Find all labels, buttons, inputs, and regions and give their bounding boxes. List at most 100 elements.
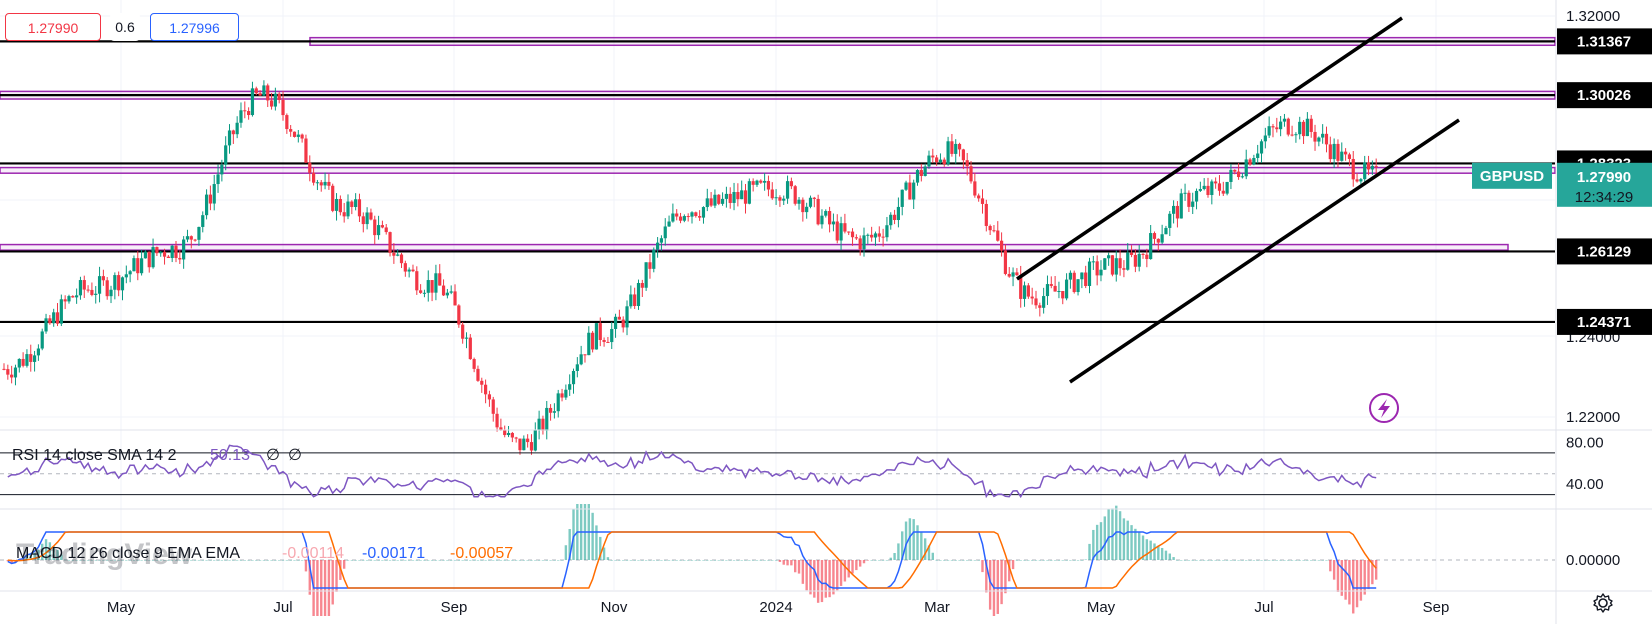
candle-body bbox=[273, 93, 277, 107]
candle-body bbox=[457, 305, 461, 325]
macd-hist-bar bbox=[1248, 560, 1252, 561]
macd-hist-bar bbox=[522, 560, 526, 561]
macd-hist-bar bbox=[484, 560, 487, 561]
candle-body bbox=[812, 197, 816, 199]
macd-hist-bar bbox=[1138, 532, 1141, 560]
candle-body bbox=[411, 269, 415, 272]
candle-body bbox=[575, 364, 579, 371]
candle-body bbox=[770, 189, 774, 199]
candle-body bbox=[656, 242, 660, 250]
candle-body bbox=[709, 198, 713, 206]
candle-body bbox=[763, 180, 767, 183]
candle-body bbox=[690, 212, 694, 217]
macd-hist-bar bbox=[262, 560, 266, 561]
macd-hist-bar bbox=[377, 560, 380, 561]
time-tick-label: May bbox=[107, 599, 136, 616]
candle-body bbox=[143, 251, 148, 259]
candle-body bbox=[892, 214, 897, 221]
macd-hist-bar bbox=[866, 560, 870, 561]
macd-hist-bar bbox=[954, 560, 957, 561]
candle-body bbox=[988, 225, 992, 231]
candle-body bbox=[1282, 118, 1287, 122]
candle-body bbox=[1214, 181, 1218, 184]
macd-hist-bar bbox=[193, 560, 197, 561]
ask-price-box[interactable]: 1.27996 bbox=[150, 13, 239, 41]
macd-hist-bar bbox=[652, 560, 655, 561]
macd-hist-bar bbox=[251, 560, 254, 561]
macd-hist-bar bbox=[86, 560, 90, 561]
macd-hist-bar bbox=[1206, 560, 1210, 561]
macd-hist-bar bbox=[1111, 508, 1114, 560]
macd-hist-bar bbox=[41, 543, 44, 560]
candle-body bbox=[461, 324, 465, 339]
candle-body bbox=[1057, 291, 1061, 293]
macd-hist-bar bbox=[1260, 560, 1263, 561]
macd-hist-bar bbox=[797, 560, 801, 574]
macd-hist-bar bbox=[751, 560, 755, 561]
level-tag-label: 1.26129 bbox=[1577, 243, 1631, 260]
candle-body bbox=[980, 198, 985, 204]
macd-hist-bar bbox=[492, 560, 495, 561]
candle-body bbox=[162, 251, 167, 257]
macd-hist-bar bbox=[927, 545, 931, 560]
candle-body bbox=[919, 170, 923, 176]
macd-hist-bar bbox=[1279, 560, 1282, 561]
macd-hist-bar bbox=[209, 560, 212, 561]
candle-body bbox=[621, 319, 625, 328]
candle-body bbox=[140, 258, 144, 274]
time-tick-label: Jul bbox=[273, 599, 292, 616]
macd-hist-bar bbox=[52, 546, 55, 560]
bid-price-box[interactable]: 1.27990 bbox=[5, 13, 101, 41]
macd-hist-bar bbox=[289, 560, 292, 561]
candle-body bbox=[1107, 255, 1111, 259]
candle-body bbox=[438, 273, 442, 286]
candle-body bbox=[1129, 252, 1134, 255]
macd-hist-bar bbox=[1061, 560, 1064, 561]
candle-body bbox=[568, 384, 572, 390]
macd-hist-bar bbox=[958, 560, 961, 561]
candle-body bbox=[445, 292, 449, 296]
macd-hist-bar bbox=[255, 560, 258, 561]
candle-body bbox=[1095, 261, 1099, 276]
candle-body bbox=[132, 258, 136, 272]
macd-hist-bar bbox=[656, 560, 659, 561]
candle-body bbox=[965, 160, 969, 167]
candle-body bbox=[617, 316, 621, 320]
candle-body bbox=[1225, 181, 1229, 194]
macd-hist-bar bbox=[109, 560, 113, 561]
candle-body bbox=[254, 88, 258, 94]
candle-body bbox=[598, 323, 602, 340]
macd-hist-bar bbox=[10, 560, 13, 563]
macd-hist-bar bbox=[790, 560, 793, 566]
candle-body bbox=[824, 211, 828, 216]
candle-body bbox=[759, 180, 763, 183]
macd-hist-bar bbox=[1141, 535, 1145, 560]
macd-hist-bar bbox=[350, 560, 354, 561]
candle-body bbox=[1294, 134, 1298, 136]
candle-body bbox=[1118, 258, 1122, 269]
candle-body bbox=[44, 318, 48, 332]
candle-body bbox=[1072, 272, 1076, 293]
horizontal-levels bbox=[0, 40, 1555, 324]
trend-channel[interactable] bbox=[1016, 16, 1460, 384]
macd-hist-bar bbox=[1019, 560, 1022, 561]
candle-body bbox=[522, 438, 526, 451]
macd-hist-bar bbox=[136, 560, 139, 561]
macd-hist-bar bbox=[174, 560, 178, 561]
macd-hist-bar bbox=[213, 560, 216, 561]
macd-hist-bar bbox=[931, 552, 934, 560]
time-tick-label: 2024 bbox=[759, 599, 792, 616]
candle-body bbox=[1359, 179, 1363, 182]
candle-body bbox=[449, 291, 453, 293]
gear-icon[interactable] bbox=[1592, 592, 1614, 614]
candle-body bbox=[843, 223, 847, 232]
macd-hist-bar bbox=[1157, 545, 1160, 560]
candle-body bbox=[10, 374, 14, 378]
macd-hist-bar bbox=[499, 560, 503, 561]
macd-hist-bar bbox=[44, 539, 48, 560]
macd-hist-bar bbox=[874, 560, 877, 561]
macd-hist-bar bbox=[698, 560, 701, 561]
candle-body bbox=[873, 233, 878, 238]
candle-body bbox=[315, 182, 320, 184]
